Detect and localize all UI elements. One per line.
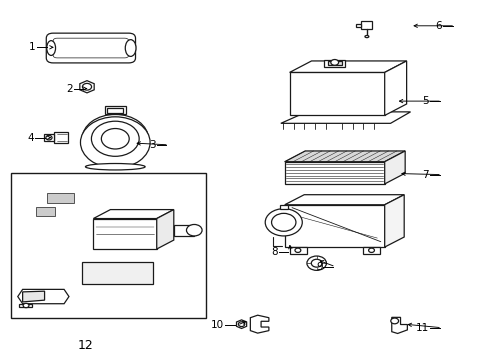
Polygon shape xyxy=(105,107,125,114)
Text: 8: 8 xyxy=(270,247,277,257)
Circle shape xyxy=(81,117,150,168)
Text: 1: 1 xyxy=(29,42,36,52)
Polygon shape xyxy=(362,247,379,253)
Polygon shape xyxy=(391,318,407,333)
Polygon shape xyxy=(280,112,410,123)
Polygon shape xyxy=(384,195,404,247)
Polygon shape xyxy=(284,151,405,162)
Bar xyxy=(47,193,74,203)
Polygon shape xyxy=(82,262,153,284)
Polygon shape xyxy=(80,81,94,93)
Circle shape xyxy=(271,213,295,231)
Text: 2: 2 xyxy=(66,84,73,94)
Ellipse shape xyxy=(47,41,56,55)
Ellipse shape xyxy=(85,163,145,170)
Polygon shape xyxy=(284,205,384,247)
Circle shape xyxy=(306,256,326,270)
Polygon shape xyxy=(54,132,68,143)
Text: 10: 10 xyxy=(210,320,224,330)
Polygon shape xyxy=(289,72,384,116)
Circle shape xyxy=(330,59,338,65)
FancyBboxPatch shape xyxy=(46,33,135,63)
Polygon shape xyxy=(173,225,194,235)
Bar xyxy=(36,207,55,216)
Polygon shape xyxy=(289,61,406,72)
Text: 7: 7 xyxy=(421,170,428,180)
Circle shape xyxy=(91,121,139,156)
Polygon shape xyxy=(157,210,173,249)
Circle shape xyxy=(23,303,29,308)
Polygon shape xyxy=(19,304,32,307)
Polygon shape xyxy=(107,108,123,113)
Text: 6: 6 xyxy=(434,21,441,31)
Ellipse shape xyxy=(125,40,136,57)
Polygon shape xyxy=(250,315,268,333)
Polygon shape xyxy=(43,134,54,141)
Polygon shape xyxy=(236,320,246,328)
Circle shape xyxy=(311,259,322,267)
Polygon shape xyxy=(284,195,404,205)
Text: 12: 12 xyxy=(78,339,94,352)
Circle shape xyxy=(82,114,148,163)
Polygon shape xyxy=(355,24,360,27)
Circle shape xyxy=(46,135,52,140)
Polygon shape xyxy=(289,247,306,253)
Polygon shape xyxy=(93,210,173,219)
Text: 5: 5 xyxy=(421,96,428,106)
Circle shape xyxy=(82,84,91,90)
Circle shape xyxy=(294,248,300,252)
Text: 3: 3 xyxy=(149,140,156,150)
Ellipse shape xyxy=(364,36,368,38)
Polygon shape xyxy=(22,291,44,302)
Text: 11: 11 xyxy=(415,323,428,333)
Polygon shape xyxy=(279,205,287,209)
Polygon shape xyxy=(93,219,157,249)
Polygon shape xyxy=(284,162,384,184)
Text: 9: 9 xyxy=(315,262,322,272)
Circle shape xyxy=(390,318,398,324)
FancyBboxPatch shape xyxy=(53,38,128,58)
Circle shape xyxy=(238,322,244,327)
Circle shape xyxy=(264,209,302,236)
Bar xyxy=(11,173,206,318)
Polygon shape xyxy=(384,151,405,184)
Polygon shape xyxy=(18,289,69,304)
Polygon shape xyxy=(327,61,341,65)
Polygon shape xyxy=(324,60,345,67)
Polygon shape xyxy=(384,61,406,116)
Circle shape xyxy=(368,248,374,252)
Text: 4: 4 xyxy=(27,133,34,143)
Polygon shape xyxy=(360,22,371,30)
Circle shape xyxy=(186,225,202,236)
Circle shape xyxy=(101,129,129,149)
